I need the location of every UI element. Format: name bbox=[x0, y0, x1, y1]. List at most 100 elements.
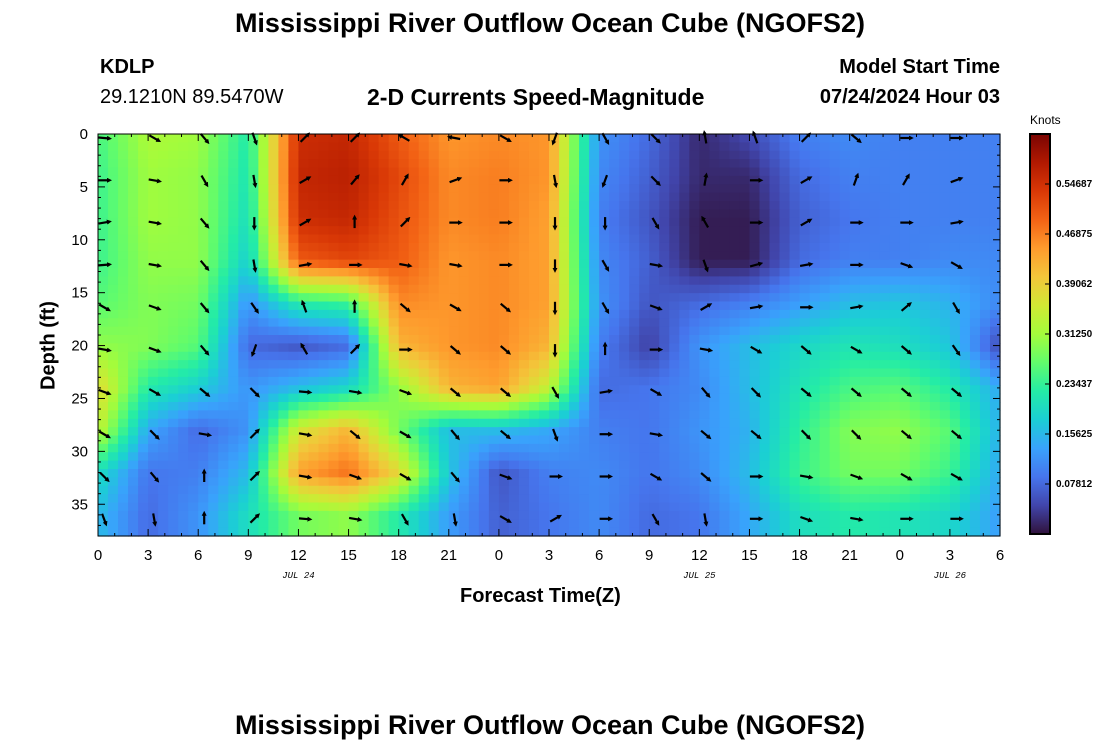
heatmap-cell bbox=[108, 134, 119, 143]
current-arrow bbox=[251, 132, 258, 146]
current-arrow bbox=[850, 304, 864, 310]
heatmap-cell bbox=[468, 410, 480, 420]
heatmap-cell bbox=[799, 494, 811, 504]
heatmap-cell bbox=[979, 217, 991, 227]
heatmap-cell bbox=[218, 494, 229, 504]
heatmap-cell bbox=[98, 226, 109, 236]
heatmap-cell bbox=[458, 217, 470, 227]
heatmap-cell bbox=[228, 393, 239, 403]
heatmap-cell bbox=[378, 217, 390, 227]
heatmap-cell bbox=[989, 318, 1001, 328]
heatmap-cell bbox=[819, 150, 831, 160]
heatmap-cell bbox=[148, 485, 159, 495]
heatmap-cell bbox=[218, 485, 229, 495]
heatmap-cell bbox=[919, 351, 931, 361]
heatmap-cell bbox=[508, 402, 520, 411]
heatmap-cell bbox=[538, 318, 550, 328]
heatmap-cell bbox=[288, 335, 300, 344]
heatmap-cell bbox=[639, 477, 650, 487]
heatmap-cell bbox=[448, 527, 460, 537]
heatmap-cell bbox=[428, 335, 440, 344]
heatmap-cell bbox=[609, 301, 620, 311]
colorbar-tick-label: 0.23437 bbox=[1056, 379, 1093, 390]
heatmap-cell bbox=[108, 184, 119, 194]
heatmap-cell bbox=[989, 251, 1001, 261]
heatmap-cell bbox=[378, 259, 390, 269]
heatmap-cell bbox=[268, 485, 279, 495]
heatmap-cell bbox=[278, 159, 290, 169]
heatmap-cell bbox=[549, 443, 560, 453]
heatmap-cell bbox=[819, 201, 831, 210]
heatmap-cell bbox=[929, 175, 941, 185]
heatmap-cell bbox=[418, 410, 430, 420]
heatmap-cell bbox=[779, 443, 791, 453]
heatmap-cell bbox=[138, 335, 149, 344]
heatmap-cell bbox=[468, 460, 480, 470]
heatmap-cell bbox=[549, 326, 560, 336]
heatmap-cell bbox=[378, 209, 390, 219]
heatmap-cell bbox=[619, 343, 630, 353]
heatmap-cell bbox=[258, 410, 269, 420]
heatmap-cell bbox=[448, 494, 460, 504]
heatmap-cell bbox=[278, 242, 290, 252]
heatmap-cell bbox=[478, 360, 490, 370]
heatmap-cell bbox=[659, 343, 670, 353]
heatmap-cell bbox=[308, 284, 320, 294]
heatmap-cell bbox=[118, 276, 129, 286]
heatmap-cell bbox=[769, 217, 781, 227]
current-arrow bbox=[499, 515, 512, 523]
heatmap-cell bbox=[118, 201, 129, 210]
heatmap-cell bbox=[288, 309, 300, 319]
heatmap-cell bbox=[789, 343, 801, 353]
heatmap-cell bbox=[829, 360, 841, 370]
heatmap-cell bbox=[749, 159, 761, 169]
heatmap-cell bbox=[358, 293, 370, 303]
heatmap-cell bbox=[989, 301, 1001, 311]
heatmap-cell bbox=[388, 485, 400, 495]
heatmap-cell bbox=[779, 477, 791, 487]
heatmap-cell bbox=[118, 393, 129, 403]
heatmap-cell bbox=[589, 326, 600, 336]
heatmap-cell bbox=[779, 510, 791, 520]
current-arrow bbox=[499, 134, 512, 143]
heatmap-cell bbox=[498, 242, 510, 252]
heatmap-cell bbox=[949, 460, 961, 470]
heatmap-cell bbox=[869, 393, 881, 403]
heatmap-cell bbox=[779, 376, 791, 386]
heatmap-cell bbox=[899, 435, 911, 445]
heatmap-cell bbox=[929, 167, 941, 177]
heatmap-cell bbox=[288, 234, 300, 244]
heatmap-cell bbox=[679, 393, 690, 403]
heatmap-cell bbox=[559, 184, 570, 194]
heatmap-cell bbox=[188, 184, 199, 194]
heatmap-cell bbox=[508, 201, 520, 210]
heatmap-cell bbox=[899, 184, 911, 194]
heatmap-cell bbox=[398, 284, 410, 294]
heatmap-cell bbox=[118, 209, 129, 219]
heatmap-cell bbox=[729, 134, 741, 143]
heatmap-cell bbox=[549, 418, 560, 428]
heatmap-cell bbox=[699, 301, 710, 311]
heatmap-cell bbox=[388, 469, 400, 478]
heatmap-cell bbox=[659, 184, 670, 194]
heatmap-cell bbox=[849, 335, 861, 344]
heatmap-cell bbox=[538, 301, 550, 311]
heatmap-cell bbox=[258, 452, 269, 462]
heatmap-cell bbox=[859, 276, 871, 286]
heatmap-cell bbox=[639, 469, 650, 478]
heatmap-cell bbox=[899, 242, 911, 252]
heatmap-cell bbox=[218, 385, 229, 395]
heatmap-cell bbox=[759, 142, 771, 152]
heatmap-cell bbox=[719, 318, 730, 328]
heatmap-cell bbox=[408, 284, 420, 294]
heatmap-cell bbox=[749, 510, 761, 520]
heatmap-cell bbox=[398, 251, 410, 261]
heatmap-cell bbox=[559, 134, 570, 143]
heatmap-cell bbox=[649, 410, 660, 420]
heatmap-cell bbox=[268, 360, 279, 370]
heatmap-cell bbox=[398, 309, 410, 319]
heatmap-cell bbox=[659, 167, 670, 177]
heatmap-cell bbox=[749, 418, 761, 428]
heatmap-cell bbox=[248, 209, 259, 219]
heatmap-cell bbox=[619, 217, 630, 227]
